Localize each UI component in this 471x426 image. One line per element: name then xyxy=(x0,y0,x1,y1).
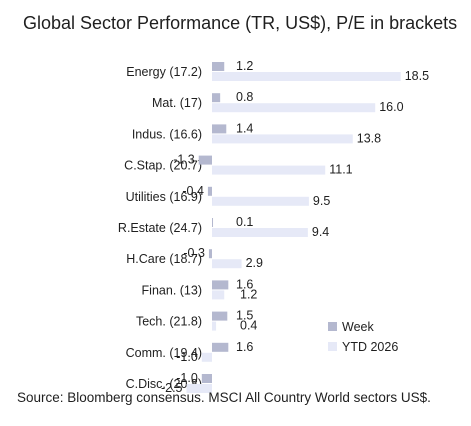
week-bar xyxy=(207,186,212,196)
week-value-label: -0.3 xyxy=(183,246,205,260)
week-bar xyxy=(212,342,229,352)
category-label: Utilities (16.9) xyxy=(126,190,202,204)
source-note: Source: Bloomberg consensus. MSCI All Co… xyxy=(17,390,431,405)
week-bar xyxy=(201,374,212,383)
category-label: Tech. (21.8) xyxy=(136,315,202,329)
week-value-label: -1.3 xyxy=(173,153,195,167)
category-label: Comm. (19.4) xyxy=(126,346,202,360)
chart-title: Global Sector Performance (TR, US$), P/E… xyxy=(23,13,458,33)
week-bar xyxy=(212,62,225,71)
ytd-bar xyxy=(186,384,212,393)
week-bar xyxy=(212,311,228,321)
legend-swatch-week xyxy=(328,322,337,331)
week-bar xyxy=(212,218,214,227)
category-label: Indus. (16.6) xyxy=(132,127,202,141)
category-label: Energy (17.2) xyxy=(126,65,202,79)
category-label: Finan. (13) xyxy=(142,283,202,297)
ytd-value-label: -2.5 xyxy=(161,381,183,395)
category-label: C.Stap. (20.7) xyxy=(124,159,202,173)
ytd-bar xyxy=(212,228,308,237)
ytd-bar xyxy=(212,321,217,331)
ytd-value-label: -1.0 xyxy=(176,350,198,364)
ytd-bar xyxy=(212,72,401,81)
week-value-label: 1.2 xyxy=(236,59,253,73)
ytd-value-label: 16.0 xyxy=(379,100,403,114)
ytd-value-label: 11.1 xyxy=(329,163,352,177)
category-label: Mat. (17) xyxy=(152,96,202,110)
week-bar xyxy=(212,93,221,103)
week-bar xyxy=(212,124,227,134)
ytd-value-label: 9.5 xyxy=(313,194,330,208)
ytd-bar xyxy=(201,352,212,362)
week-bar xyxy=(198,155,212,165)
week-value-label: 1.6 xyxy=(236,340,253,354)
category-label: C.Disc. (20.8) xyxy=(126,377,202,391)
week-value-label: -0.4 xyxy=(182,184,204,198)
ytd-value-label: 2.9 xyxy=(246,256,263,270)
ytd-value-label: 0.4 xyxy=(240,319,257,333)
legend-label-ytd: YTD 2026 xyxy=(342,340,398,354)
ytd-value-label: 9.4 xyxy=(312,225,329,239)
week-value-label: 1.6 xyxy=(236,277,253,291)
ytd-value-label: 13.8 xyxy=(357,131,381,145)
week-bar xyxy=(212,280,229,290)
ytd-bar xyxy=(212,290,225,300)
ytd-value-label: 1.2 xyxy=(240,287,257,301)
ytd-bar xyxy=(212,165,326,175)
legend-label-week: Week xyxy=(342,320,374,334)
category-label: H.Care (18.7) xyxy=(126,252,202,266)
ytd-bar xyxy=(212,196,309,206)
ytd-bar xyxy=(212,134,353,144)
week-value-label: 1.5 xyxy=(236,309,253,323)
legend-swatch-ytd xyxy=(328,342,337,351)
ytd-value-label: 18.5 xyxy=(405,69,429,83)
week-value-label: -1.0 xyxy=(176,371,198,385)
week-value-label: 0.1 xyxy=(236,215,253,229)
week-value-label: 1.4 xyxy=(236,121,253,135)
category-label: R.Estate (24.7) xyxy=(118,221,202,235)
ytd-bar xyxy=(212,103,376,113)
week-bar xyxy=(208,249,212,259)
ytd-bar xyxy=(212,259,242,269)
week-value-label: 0.8 xyxy=(236,90,253,104)
